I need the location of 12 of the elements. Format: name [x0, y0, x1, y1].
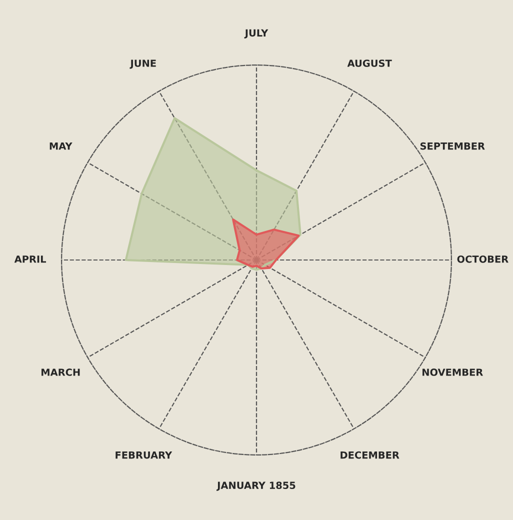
spoke-label: SEPTEMBER [420, 142, 485, 150]
spoke-label: FEBRUARY [116, 451, 172, 459]
spoke-label: MARCH [42, 368, 80, 376]
spoke-label: APRIL [14, 256, 46, 263]
spoke-label: DECEMBER [340, 451, 400, 459]
spoke-label: AUGUST [347, 60, 392, 67]
spoke-label: JULY [244, 29, 268, 38]
spoke-label: NOVEMBER [422, 368, 483, 376]
spoke-label: JUNE [130, 60, 156, 69]
spoke-label: JANUARY 1855 [216, 482, 296, 491]
spoke-label: OCTOBER [457, 255, 508, 263]
spoke-label: MAY [50, 142, 72, 150]
